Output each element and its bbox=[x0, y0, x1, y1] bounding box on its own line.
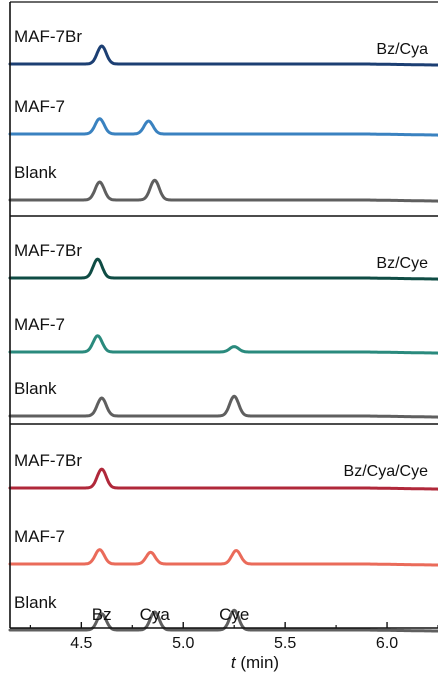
trace-line bbox=[8, 117, 438, 137]
x-axis-title-unit: (min) bbox=[236, 653, 279, 672]
panel-tag: Bz/Cya/Cye bbox=[344, 463, 429, 480]
trace-line bbox=[8, 257, 438, 281]
series-maf-7br: MAF-7Br bbox=[8, 27, 438, 67]
trace-label: MAF-7Br bbox=[14, 451, 82, 470]
x-tick-label: 6.0 bbox=[376, 635, 398, 652]
trace-line bbox=[8, 44, 438, 67]
x-tick-label: 5.0 bbox=[172, 635, 194, 652]
trace-label: MAF-7 bbox=[14, 315, 65, 334]
trace-label: Blank bbox=[14, 163, 57, 182]
panel-tag: Bz/Cya bbox=[376, 41, 428, 58]
panel-1: Bz/Cya MAF-7Br MAF-7 Blank bbox=[8, 27, 438, 203]
peak-label-cye: Cye bbox=[219, 605, 249, 624]
panels-layer: Bz/Cya MAF-7Br MAF-7 Blank Bz/Cye MAF-7Br MAF-… bbox=[8, 27, 438, 633]
trace-line bbox=[8, 467, 438, 491]
x-tick-label: 4.5 bbox=[70, 635, 92, 652]
trace-label: MAF-7Br bbox=[14, 27, 82, 46]
trace-label: Blank bbox=[14, 593, 57, 612]
series-maf-7: MAF-7 bbox=[8, 527, 438, 567]
series-maf-7: MAF-7 bbox=[8, 315, 438, 355]
x-axis: 4.5 5.0 5.5 6.0 Bz Cya Cye bbox=[9, 1, 438, 652]
trace-line bbox=[8, 334, 438, 355]
x-axis-title: t (min) bbox=[231, 653, 279, 672]
trace-label: Blank bbox=[14, 379, 57, 398]
series-blank: Blank bbox=[8, 379, 438, 419]
trace-line bbox=[8, 548, 438, 567]
trace-label: MAF-7Br bbox=[14, 241, 82, 260]
series-maf-7br: MAF-7Br bbox=[8, 241, 438, 281]
peak-label-bz: Bz bbox=[92, 605, 112, 624]
x-tick-label: 5.5 bbox=[274, 635, 296, 652]
trace-label: MAF-7 bbox=[14, 97, 65, 116]
peak-label-cya: Cya bbox=[140, 605, 171, 624]
panel-2: Bz/Cye MAF-7Br MAF-7 Blank bbox=[8, 241, 438, 419]
panel-tag: Bz/Cye bbox=[376, 255, 428, 272]
trace-line bbox=[8, 394, 438, 419]
series-maf-7: MAF-7 bbox=[8, 97, 438, 137]
trace-label: MAF-7 bbox=[14, 527, 65, 546]
series-blank: Blank bbox=[8, 163, 438, 203]
panel-3: Bz/Cya/Cye MAF-7Br MAF-7 Blank bbox=[8, 451, 438, 633]
trace-line bbox=[8, 178, 438, 203]
x-axis-title-italic: t bbox=[231, 653, 237, 672]
series-maf-7br: MAF-7Br bbox=[8, 451, 438, 491]
